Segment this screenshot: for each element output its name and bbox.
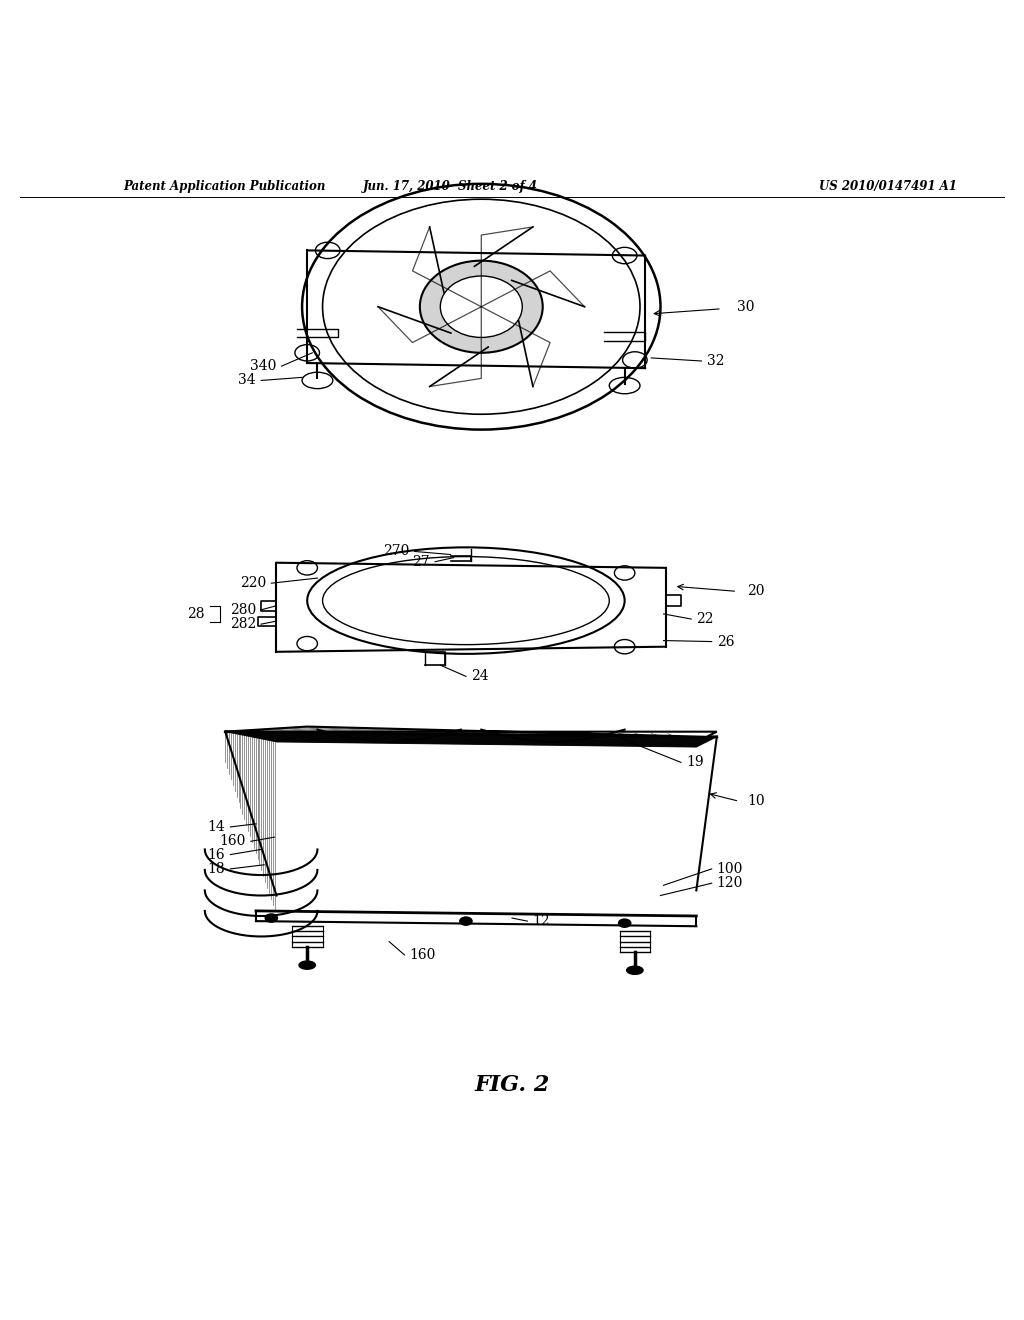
Text: FIG. 2: FIG. 2 bbox=[474, 1074, 550, 1096]
Text: 12: 12 bbox=[532, 915, 550, 928]
Text: 340: 340 bbox=[250, 359, 276, 374]
Text: 14: 14 bbox=[208, 820, 225, 834]
Text: US 2010/0147491 A1: US 2010/0147491 A1 bbox=[819, 181, 957, 194]
Text: 20: 20 bbox=[748, 585, 765, 598]
Text: 270: 270 bbox=[383, 544, 410, 558]
Text: 30: 30 bbox=[737, 300, 755, 314]
Ellipse shape bbox=[307, 548, 625, 653]
Ellipse shape bbox=[299, 961, 315, 969]
Text: 160: 160 bbox=[219, 834, 246, 849]
Text: 32: 32 bbox=[707, 354, 724, 368]
Ellipse shape bbox=[618, 919, 631, 927]
Text: 16: 16 bbox=[208, 847, 225, 862]
Text: 27: 27 bbox=[413, 554, 430, 569]
Text: 120: 120 bbox=[717, 876, 743, 890]
Text: Jun. 17, 2010  Sheet 2 of 4: Jun. 17, 2010 Sheet 2 of 4 bbox=[364, 181, 538, 194]
Ellipse shape bbox=[420, 260, 543, 352]
Ellipse shape bbox=[460, 917, 472, 925]
Text: 282: 282 bbox=[229, 618, 256, 631]
Ellipse shape bbox=[627, 966, 643, 974]
Text: 220: 220 bbox=[240, 577, 266, 590]
Ellipse shape bbox=[302, 183, 660, 429]
Text: 26: 26 bbox=[717, 635, 734, 648]
Text: 22: 22 bbox=[696, 612, 714, 626]
Ellipse shape bbox=[265, 913, 278, 923]
Text: 34: 34 bbox=[239, 374, 256, 388]
Text: Patent Application Publication: Patent Application Publication bbox=[123, 181, 326, 194]
Text: 24: 24 bbox=[471, 669, 488, 684]
Text: 160: 160 bbox=[410, 948, 436, 962]
Text: 100: 100 bbox=[717, 862, 743, 876]
Text: 10: 10 bbox=[748, 795, 765, 808]
Ellipse shape bbox=[440, 276, 522, 338]
Text: 28: 28 bbox=[187, 607, 205, 620]
Polygon shape bbox=[225, 726, 717, 737]
Text: 19: 19 bbox=[686, 755, 703, 770]
Text: 280: 280 bbox=[229, 603, 256, 616]
Text: 18: 18 bbox=[208, 862, 225, 876]
